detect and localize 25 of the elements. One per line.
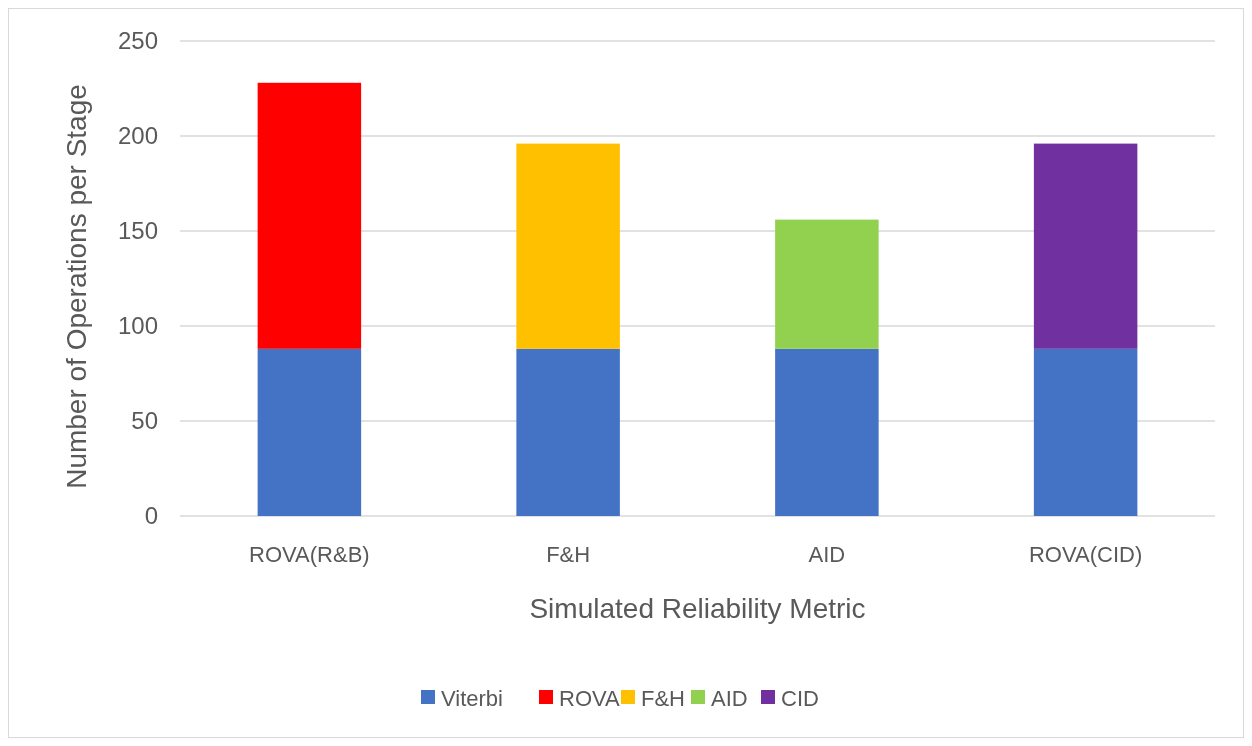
x-tick-label: ROVA(R&B) bbox=[249, 542, 370, 567]
bar bbox=[257, 348, 362, 516]
bar bbox=[516, 348, 620, 516]
legend-label: CID bbox=[781, 685, 819, 711]
y-tick-label: 100 bbox=[117, 312, 158, 340]
x-tick-label: AID bbox=[808, 542, 846, 567]
bar bbox=[257, 82, 362, 349]
y-tick-label: 50 bbox=[131, 407, 158, 435]
y-tick-label: 150 bbox=[117, 217, 158, 245]
x-axis-title: Simulated Reliability Metric bbox=[529, 593, 866, 624]
bar bbox=[775, 219, 879, 349]
legend-label: ROVA bbox=[559, 685, 621, 711]
y-tick-label: 200 bbox=[117, 122, 158, 150]
x-tick-label: ROVA(CID) bbox=[1028, 542, 1143, 567]
x-tick-label: F&H bbox=[546, 542, 591, 567]
y-tick-label: 250 bbox=[117, 27, 158, 55]
legend-label: Viterbi bbox=[441, 685, 503, 711]
bar bbox=[775, 348, 879, 516]
legend-label: F&H bbox=[641, 685, 685, 711]
y-axis-title: Number of Operations per Stage bbox=[61, 84, 92, 489]
bar bbox=[1033, 348, 1138, 516]
legend-label: AID bbox=[711, 685, 748, 711]
bar bbox=[516, 143, 620, 349]
bar bbox=[1033, 143, 1138, 349]
y-tick-label: 0 bbox=[144, 502, 158, 530]
